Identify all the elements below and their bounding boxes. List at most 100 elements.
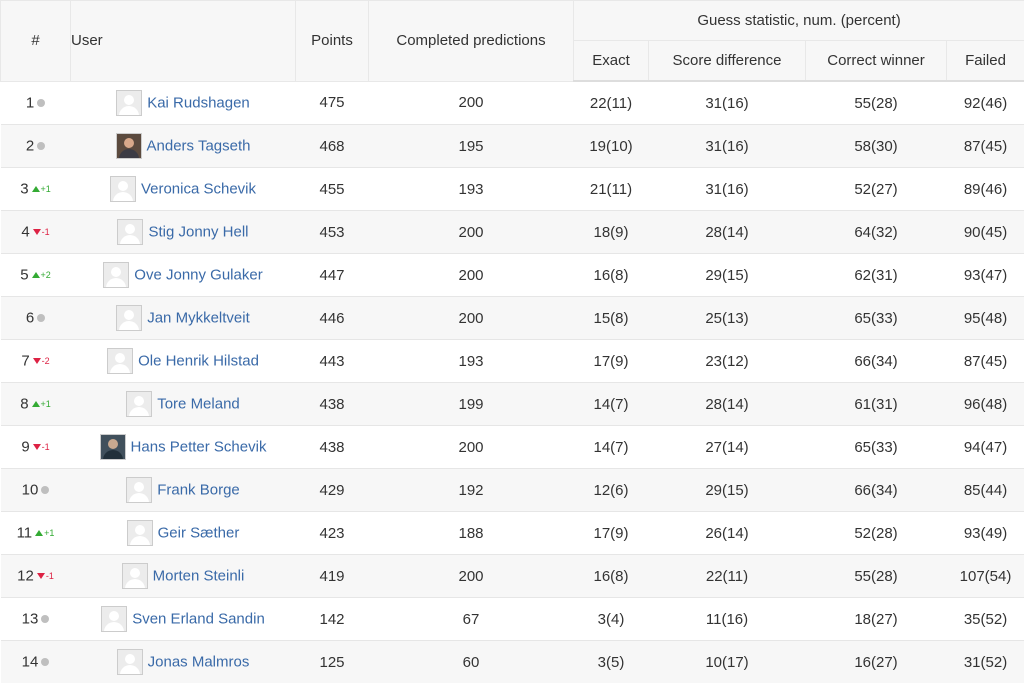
user-name-link[interactable]: Anders Tagseth	[146, 137, 251, 155]
avatar[interactable]	[107, 348, 134, 374]
avatar[interactable]	[116, 89, 143, 116]
avatar[interactable]	[126, 391, 153, 417]
avatar[interactable]	[126, 520, 153, 546]
rank-up-arrow-icon	[31, 401, 40, 408]
exact-cell: 3(4)	[573, 597, 649, 641]
failed-cell: 90(45)	[946, 210, 1024, 254]
correct-winner-cell: 18(27)	[805, 597, 947, 641]
rank-number: 12	[17, 567, 34, 585]
avatar[interactable]	[109, 176, 136, 202]
points-cell: 447	[295, 253, 369, 297]
points-cell: 423	[295, 511, 369, 555]
user-name-link[interactable]: Jan Mykkeltveit	[147, 309, 250, 327]
correct-winner-cell: 66(34)	[805, 339, 947, 383]
rank-number: 10	[21, 481, 39, 499]
rank-change: -1	[41, 442, 50, 453]
user-name-link[interactable]: Sven Erland Sandin	[132, 610, 265, 628]
table-row: 13 Sven Erland Sandin 142 67 3(4) 11(16) 18(27…	[0, 597, 1024, 641]
points-cell: 419	[295, 554, 369, 598]
exact-cell: 16(8)	[573, 554, 649, 598]
rank-cell: 3 +1	[0, 167, 71, 211]
col-failed-header[interactable]: Failed	[945, 40, 1024, 82]
failed-cell: 94(47)	[946, 425, 1024, 469]
user-name-link[interactable]: Veronica Schevik	[140, 180, 257, 198]
col-points-header[interactable]: Points	[295, 0, 369, 82]
user-name-link[interactable]: Jonas Malmros	[147, 653, 250, 671]
exact-cell: 19(10)	[573, 124, 649, 168]
correct-winner-cell: 65(33)	[805, 425, 947, 469]
avatar[interactable]	[115, 133, 142, 159]
col-completed-header[interactable]: Completed predictions	[368, 0, 574, 82]
exact-cell: 3(5)	[573, 640, 649, 683]
no-change-dot-icon	[37, 99, 46, 108]
points-cell: 443	[295, 339, 369, 383]
rank-cell: 9 -1	[0, 425, 71, 469]
rank-up-arrow-icon	[35, 530, 44, 537]
user-cell: Ole Henrik Hilstad	[70, 339, 296, 383]
rank-up-arrow-icon	[31, 186, 40, 193]
rank-cell: 5 +2	[0, 253, 71, 297]
points-cell: 429	[295, 468, 369, 512]
user-cell: Veronica Schevik	[70, 167, 296, 211]
table-row: 1 Kai Rudshagen 475 200 22(11) 31(16) 55(28) 92…	[0, 80, 1024, 125]
failed-cell: 87(45)	[946, 339, 1024, 383]
col-correct-winner-header[interactable]: Correct winner	[805, 40, 947, 82]
rank-number: 14	[21, 653, 39, 671]
avatar[interactable]	[101, 606, 128, 632]
avatar[interactable]	[116, 305, 143, 331]
col-rank-header[interactable]: #	[0, 0, 71, 82]
col-user-header[interactable]: User	[70, 0, 296, 82]
user-name-link[interactable]: Ove Jonny Gulaker	[134, 266, 263, 284]
exact-cell: 16(8)	[573, 253, 649, 297]
rank-cell: 1	[0, 80, 71, 125]
table-row: 14 Jonas Malmros 125 60 3(5) 10(17) 16(27) 31(5…	[0, 640, 1024, 683]
score-difference-cell: 22(11)	[648, 554, 806, 598]
col-score-difference-header[interactable]: Score difference	[648, 40, 806, 82]
score-difference-cell: 31(16)	[648, 80, 806, 125]
exact-cell: 22(11)	[573, 80, 649, 125]
rank-cell: 13	[0, 597, 71, 641]
user-name-link[interactable]: Frank Borge	[157, 481, 240, 499]
completed-predictions-cell: 193	[368, 339, 574, 383]
user-name-link[interactable]: Stig Jonny Hell	[148, 223, 249, 241]
points-cell: 438	[295, 382, 369, 426]
points-cell: 453	[295, 210, 369, 254]
rank-up-arrow-icon	[31, 272, 40, 279]
avatar[interactable]	[117, 219, 144, 245]
table-row: 10 Frank Borge 429 192 12(6) 29(15) 66(34) 85(4…	[0, 468, 1024, 512]
failed-cell: 85(44)	[946, 468, 1024, 512]
score-difference-cell: 29(15)	[648, 468, 806, 512]
table-row: 6 Jan Mykkeltveit 446 200 15(8) 25(13) 65(33) 9…	[0, 296, 1024, 340]
user-name-link[interactable]: Kai Rudshagen	[147, 94, 250, 112]
table-row: 4 -1 Stig Jonny Hell 453 200 18(9) 28(14) 64(32…	[0, 210, 1024, 254]
failed-cell: 35(52)	[946, 597, 1024, 641]
correct-winner-cell: 52(27)	[805, 167, 947, 211]
avatar[interactable]	[103, 262, 130, 288]
no-change-dot-icon	[41, 486, 50, 495]
completed-predictions-cell: 199	[368, 382, 574, 426]
user-name-link[interactable]: Ole Henrik Hilstad	[138, 352, 259, 370]
avatar[interactable]	[99, 434, 126, 460]
avatar[interactable]	[126, 477, 153, 503]
no-change-dot-icon	[37, 314, 46, 323]
points-cell: 446	[295, 296, 369, 340]
score-difference-cell: 10(17)	[648, 640, 806, 683]
no-change-dot-icon	[41, 615, 50, 624]
user-name-link[interactable]: Geir Sæther	[157, 524, 240, 542]
points-cell: 475	[295, 80, 369, 125]
col-exact-header[interactable]: Exact	[573, 40, 649, 82]
score-difference-cell: 28(14)	[648, 210, 806, 254]
avatar[interactable]	[121, 563, 148, 589]
user-name-link[interactable]: Hans Petter Schevik	[130, 438, 267, 456]
failed-cell: 89(46)	[946, 167, 1024, 211]
exact-cell: 21(11)	[573, 167, 649, 211]
failed-cell: 87(45)	[946, 124, 1024, 168]
table-row: 5 +2 Ove Jonny Gulaker 447 200 16(8) 29(15) 62(…	[0, 253, 1024, 297]
avatar[interactable]	[116, 649, 143, 675]
score-difference-cell: 31(16)	[648, 167, 806, 211]
completed-predictions-cell: 200	[368, 296, 574, 340]
user-name-link[interactable]: Morten Steinli	[152, 567, 245, 585]
user-cell: Jonas Malmros	[70, 640, 296, 683]
user-name-link[interactable]: Tore Meland	[157, 395, 240, 413]
table-row: 3 +1 Veronica Schevik 455 193 21(11) 31(16) 52(…	[0, 167, 1024, 211]
